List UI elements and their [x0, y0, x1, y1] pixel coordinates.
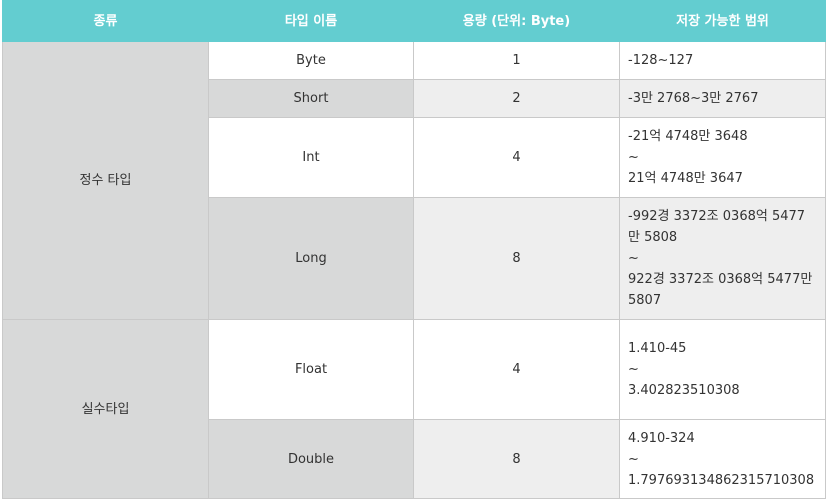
range-line: ~ — [628, 251, 639, 266]
type-name-cell: Byte — [208, 41, 414, 80]
size-cell: 8 — [413, 197, 620, 320]
range-line: -21억 4748만 3648 — [628, 129, 748, 144]
range-line: -128~127 — [628, 53, 694, 68]
range-line: -992경 3372조 0368억 5477 — [628, 209, 806, 224]
size-cell: 4 — [413, 319, 620, 420]
range-cell: -992경 3372조 0368억 5477 만 5808 ~ 922경 337… — [619, 197, 826, 320]
type-name-cell: Long — [208, 197, 414, 320]
size-cell: 8 — [413, 419, 620, 499]
range-cell: -128~127 — [619, 41, 826, 80]
table-row: Double 8 4.910-324 ~ 1.79769313486231571… — [3, 419, 826, 499]
header-range: 저장 가능한 범위 — [619, 0, 826, 42]
header-category: 종류 — [2, 0, 209, 42]
range-cell: -3만 2768~3만 2767 — [619, 79, 826, 118]
range-line: 922경 3372조 0368억 5477만 — [628, 272, 813, 287]
type-name-cell: Float — [208, 319, 414, 420]
category-cell-integer: 정수 타입 — [2, 41, 209, 320]
range-line: ~ — [628, 150, 639, 165]
range-line: 만 5808 — [628, 230, 678, 245]
range-line: 5807 — [628, 293, 662, 308]
table-row: 실수타입 Float 4 1.410-45 ~ 3.402823510308 — [2, 319, 826, 499]
header-capacity: 용량 (단위: Byte) — [413, 0, 620, 42]
header-row: 종류 타입 이름 용량 (단위: Byte) 저장 가능한 범위 — [2, 0, 826, 42]
range-line: ~ — [628, 362, 639, 377]
table-row: Short 2 -3만 2768~3만 2767 — [3, 79, 826, 118]
range-cell: -21억 4748만 3648 ~ 21억 4748만 3647 — [619, 117, 826, 198]
type-name-cell: Short — [208, 79, 414, 118]
range-line: 3.402823510308 — [628, 383, 740, 398]
range-line: 1.797693134862315710308 — [628, 472, 815, 488]
range-cell: 1.410-45 ~ 3.402823510308 — [619, 319, 826, 420]
type-name-cell: Int — [208, 117, 414, 198]
range-line: 21억 4748만 3647 — [628, 171, 743, 186]
table-row: 정수 타입 Byte 1 -128~127 — [2, 41, 826, 320]
header-type-name: 타입 이름 — [208, 0, 414, 42]
range-line: -3만 2768~3만 2767 — [628, 91, 759, 106]
range-line: 4.910-324 — [628, 430, 695, 446]
range-line: ~ — [628, 451, 639, 467]
category-cell-float: 실수타입 — [2, 319, 209, 499]
table-row: Int 4 -21억 4748만 3648 ~ 21억 4748만 3647 — [3, 117, 826, 198]
table-row: Long 8 -992경 3372조 0368억 5477 만 5808 ~ 9… — [3, 197, 826, 320]
size-cell: 4 — [413, 117, 620, 198]
range-cell: 4.910-324 ~ 1.797693134862315710308 — [619, 419, 826, 499]
range-line: 1.410-45 — [628, 341, 687, 356]
type-name-cell: Double — [208, 419, 414, 499]
size-cell: 2 — [413, 79, 620, 118]
size-cell: 1 — [413, 41, 620, 80]
